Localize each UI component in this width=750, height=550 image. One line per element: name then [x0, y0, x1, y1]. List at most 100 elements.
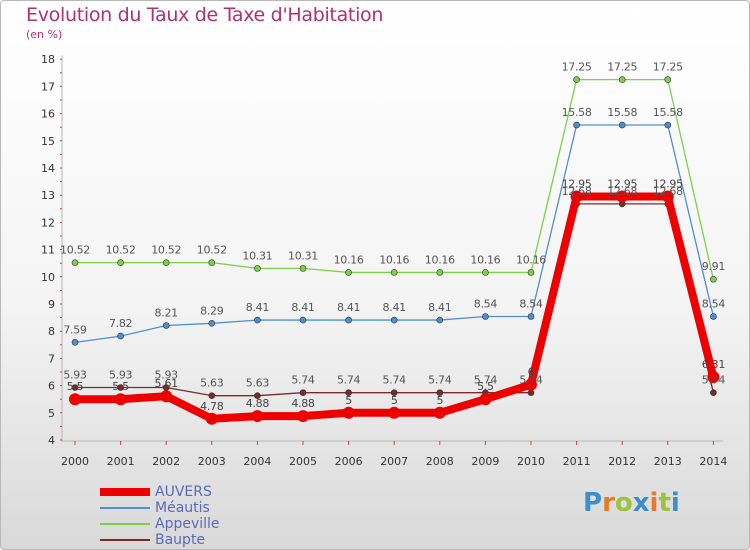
- data-label: 5.63: [246, 377, 270, 390]
- chart-subtitle: (en %): [26, 28, 63, 41]
- data-point: [205, 412, 218, 425]
- logo-letter: o: [614, 488, 633, 518]
- data-label: 9.91: [702, 260, 725, 273]
- data-label: 12.95: [653, 178, 683, 191]
- data-point: [160, 390, 173, 403]
- data-point: [299, 389, 307, 396]
- x-tick-label: 2011: [563, 455, 591, 468]
- data-point: [299, 316, 307, 324]
- data-point: [297, 410, 309, 423]
- data-label: 5.5: [477, 380, 494, 393]
- data-point: [433, 406, 446, 419]
- data-point: [482, 269, 489, 276]
- legend-swatch: [100, 539, 150, 541]
- data-label: 5.63: [200, 377, 224, 390]
- y-tick-label: 10: [41, 271, 55, 284]
- data-point: [342, 406, 355, 419]
- data-label: 12.68: [653, 185, 683, 198]
- data-label: 8.54: [519, 298, 543, 311]
- x-tick-label: 2004: [243, 455, 271, 468]
- data-label: 8.21: [155, 306, 178, 319]
- data-label: 4.88: [291, 397, 315, 410]
- data-point: [436, 389, 444, 396]
- data-point: [436, 316, 444, 324]
- data-point: [299, 265, 307, 272]
- data-point: [251, 410, 264, 423]
- data-point: [71, 384, 79, 391]
- data-label: 8.41: [337, 301, 360, 314]
- y-tick-label: 16: [41, 108, 55, 121]
- data-point: [664, 76, 672, 83]
- data-label: 15.58: [607, 106, 637, 119]
- data-label: 10.52: [60, 244, 90, 257]
- x-tick-label: 2005: [289, 455, 317, 468]
- data-point: [479, 393, 492, 406]
- data-label: 4.78: [200, 400, 224, 413]
- data-label: 8.29: [200, 304, 224, 317]
- logo-letter: x: [632, 488, 650, 518]
- data-label: 5.74: [519, 374, 543, 387]
- data-label: 10.31: [242, 249, 272, 262]
- logo-letter: P: [583, 488, 603, 518]
- data-label: 15.58: [653, 106, 683, 119]
- data-label: 10.16: [334, 253, 364, 266]
- data-label: 15.58: [562, 106, 592, 119]
- data-label: 5.74: [702, 374, 726, 387]
- legend-item: Méautis: [100, 500, 320, 516]
- data-point: [710, 313, 717, 320]
- chart-title: Evolution du Taux de Taxe d'Habitation: [26, 4, 384, 26]
- data-point: [345, 269, 352, 276]
- data-point: [71, 259, 79, 266]
- data-label: 12.95: [562, 178, 592, 191]
- data-label: 10.52: [197, 244, 227, 257]
- data-point: [436, 269, 444, 276]
- data-point: [616, 190, 629, 203]
- x-tick-label: 2013: [654, 455, 682, 468]
- data-point: [664, 121, 672, 129]
- data-label: 5: [391, 394, 398, 407]
- y-tick-label: 13: [41, 189, 55, 202]
- data-point: [618, 76, 626, 83]
- logo-letter: i: [670, 488, 680, 518]
- data-point: [208, 259, 216, 266]
- x-tick-label: 2007: [380, 455, 408, 468]
- data-point: [661, 190, 674, 203]
- x-tick-label: 2008: [426, 455, 454, 468]
- data-label: 5.5: [112, 380, 129, 393]
- chart-series: [69, 76, 720, 425]
- legend-label: Méautis: [155, 500, 210, 516]
- data-point: [525, 378, 537, 391]
- data-point: [390, 389, 398, 396]
- data-point: [117, 259, 124, 266]
- data-label: 8.54: [474, 298, 498, 311]
- legend-swatch: [100, 507, 150, 509]
- data-label: 5.74: [337, 374, 361, 387]
- legend-item: Appeville: [100, 516, 320, 532]
- data-point: [527, 269, 535, 276]
- data-point: [208, 392, 216, 399]
- data-label: 10.16: [425, 253, 455, 266]
- data-label: 5: [345, 394, 352, 407]
- x-tick-label: 2009: [471, 455, 499, 468]
- data-label: 5.74: [428, 374, 452, 387]
- data-point: [71, 339, 79, 346]
- y-tick-label: 4: [48, 434, 55, 447]
- data-point: [69, 393, 81, 406]
- data-point: [254, 316, 261, 324]
- data-label: 5.74: [474, 374, 498, 387]
- y-tick-label: 12: [41, 216, 55, 229]
- chart-axes: 4 5 6 7 8 9 10 11 12 13 14 15 16 17 18 2000 2001 2002 2003…: [41, 53, 727, 468]
- legend-label: Baupte: [155, 532, 206, 548]
- data-label: 8.41: [291, 301, 314, 314]
- data-label: 12.95: [607, 178, 637, 191]
- data-label: 10.16: [379, 253, 409, 266]
- data-point: [573, 121, 580, 129]
- data-label: 10.16: [516, 253, 546, 266]
- x-tick-label: 2006: [335, 455, 363, 468]
- data-label: 8.41: [428, 301, 451, 314]
- legend-item: AUVERS: [100, 484, 320, 500]
- data-label: 8.41: [383, 301, 406, 314]
- data-point: [388, 406, 401, 419]
- data-point: [707, 371, 720, 384]
